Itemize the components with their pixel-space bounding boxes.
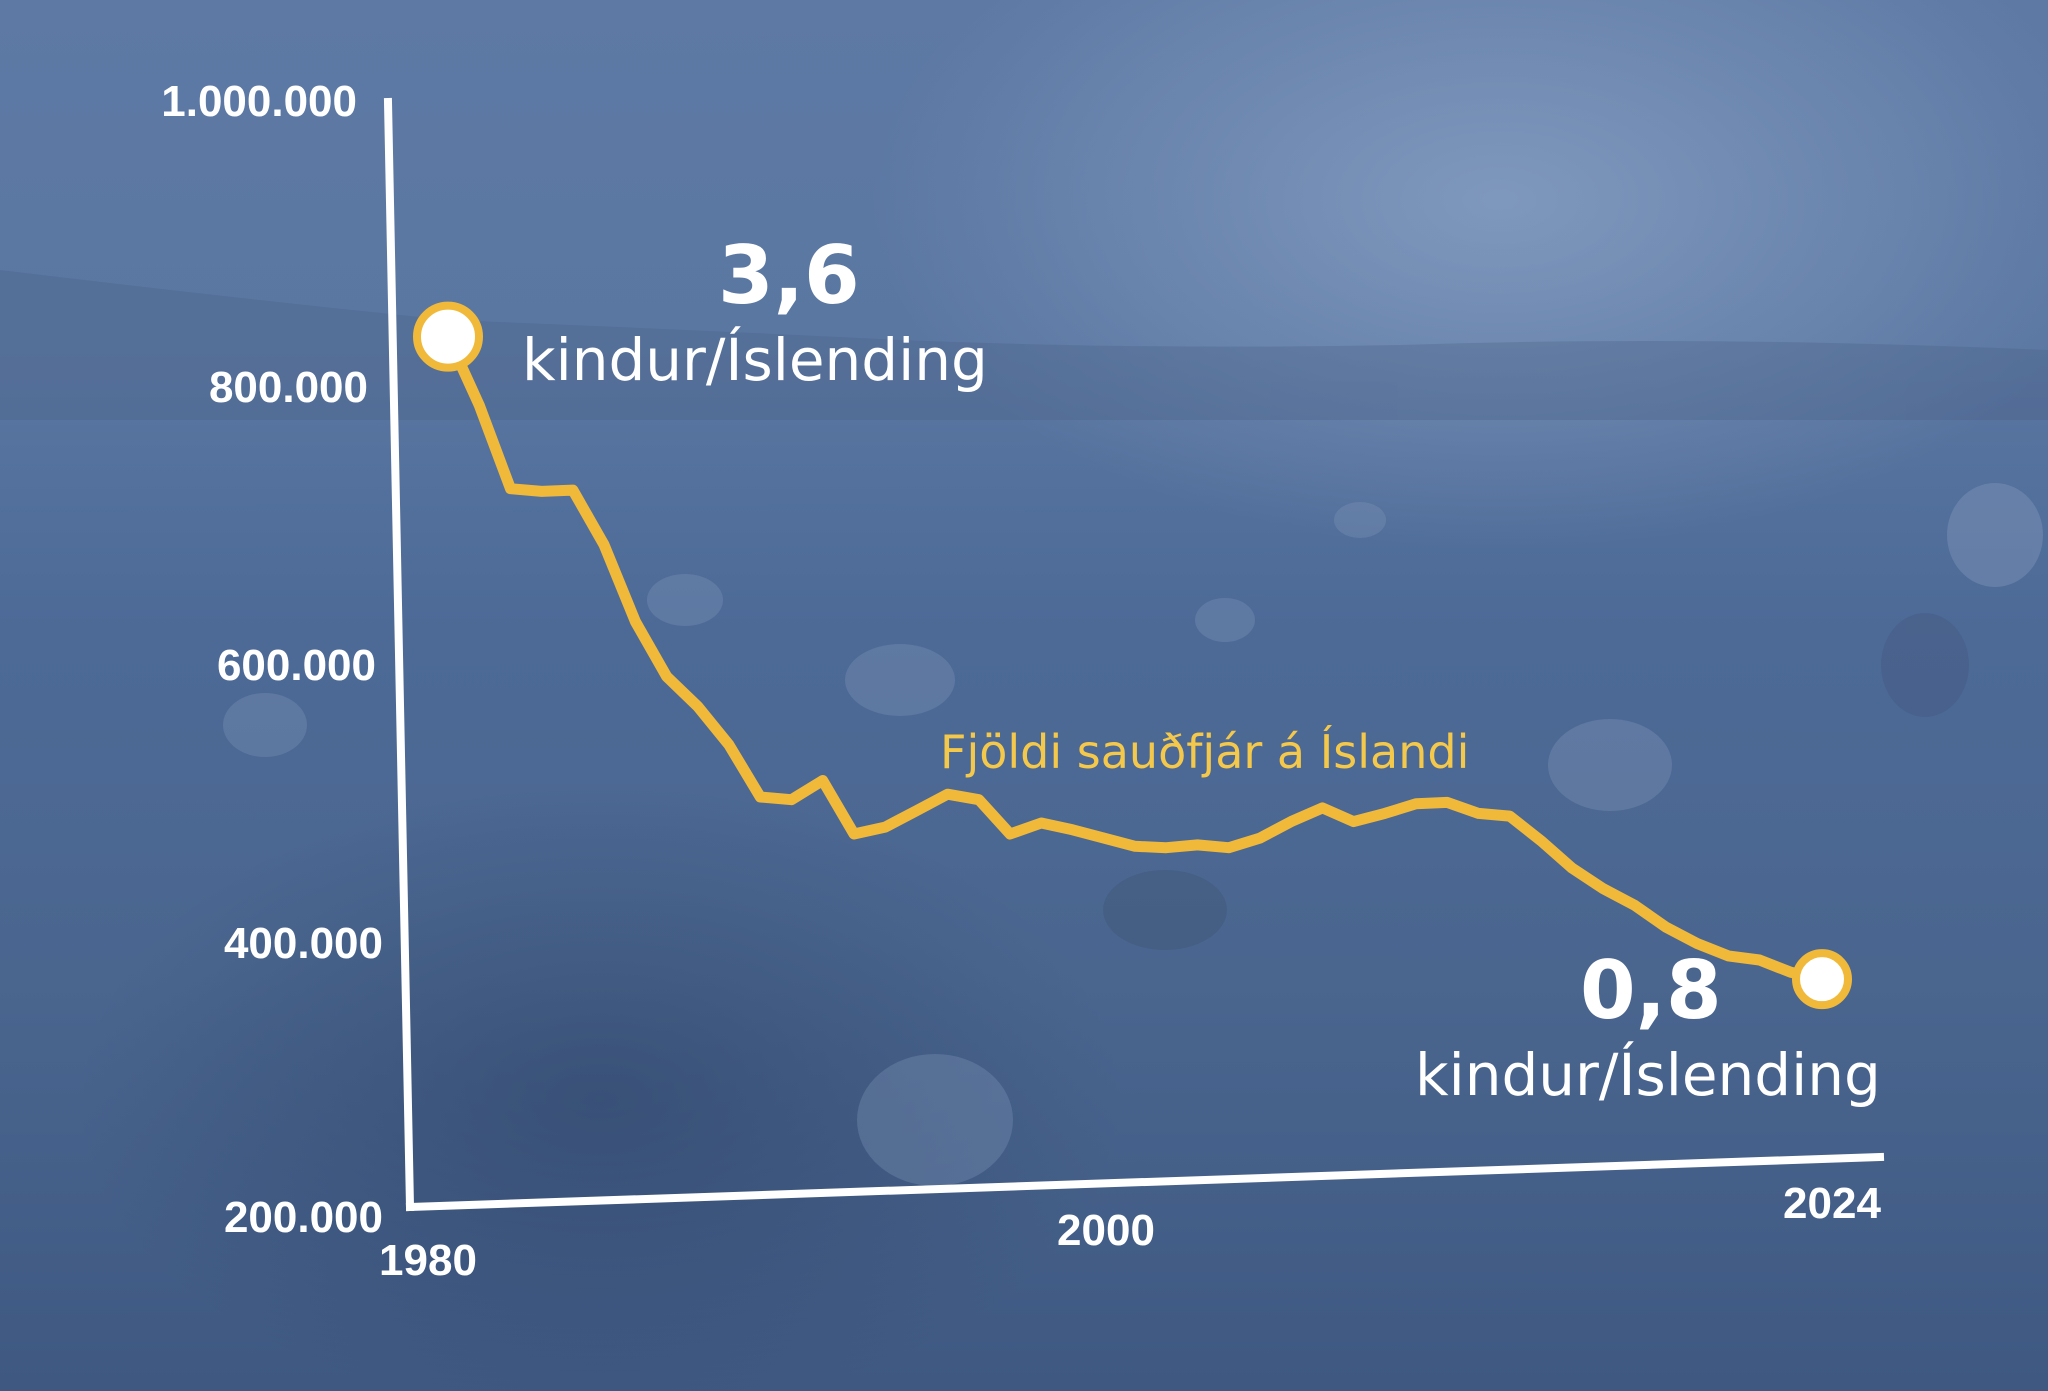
y-tick-label-0: 1.000.000 — [161, 77, 357, 126]
series-label: Fjöldi sauðfjár á Íslandi — [940, 725, 1469, 779]
y-tick-label-3: 400.000 — [224, 919, 383, 968]
y-tick-label-4: 200.000 — [224, 1193, 383, 1242]
end-ratio-value: 0,8 — [1580, 944, 1722, 1037]
x-tick-label-0: 1980 — [379, 1236, 477, 1285]
series-line — [442, 331, 1828, 985]
x-tick-label-1: 2000 — [1057, 1206, 1155, 1255]
y-tick-label-2: 600.000 — [217, 641, 376, 690]
end-ratio-unit: kindur/Íslending — [1415, 1040, 1881, 1109]
end-point-marker — [1792, 949, 1852, 1010]
y-axis-tick-labels: 1.000.000 800.000 600.000 400.000 200.000 — [161, 77, 383, 1242]
background-landscape — [0, 270, 2048, 1186]
series-layer — [413, 301, 1852, 1010]
start-ratio-unit: kindur/Íslending — [522, 325, 988, 394]
start-ratio-value: 3,6 — [718, 229, 860, 322]
x-axis-line — [405, 1152, 1885, 1212]
y-axis-line — [383, 97, 415, 1212]
axes — [383, 97, 1885, 1212]
y-tick-label-1: 800.000 — [209, 363, 368, 412]
x-tick-label-2: 2024 — [1783, 1179, 1881, 1228]
start-point-marker — [413, 301, 483, 372]
x-axis-tick-labels: 1980 2000 2024 — [379, 1179, 1881, 1285]
